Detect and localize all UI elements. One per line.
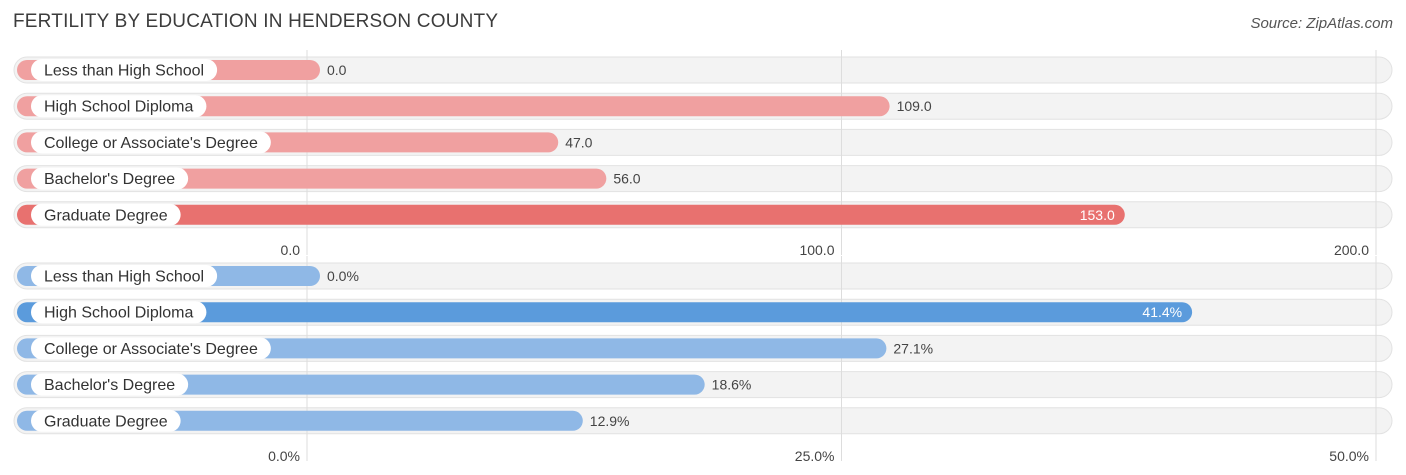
category-pill [31,301,207,324]
value-label: 0.0% [327,268,359,284]
bar [17,204,1125,225]
value-label: 18.6% [712,377,752,393]
category-label: Less than High School [44,63,204,80]
axis-tick-label: 0.0 [281,242,301,258]
category-label: Graduate Degree [44,413,168,430]
chart-title: FERTILITY BY EDUCATION IN HENDERSON COUN… [13,11,499,32]
category-label: Graduate Degree [44,207,168,224]
value-label: 47.0 [565,134,592,150]
axis-tick-label: 50.0% [1329,448,1369,464]
bar [17,302,1193,323]
axis-tick-label: 200.0 [1334,242,1369,258]
bar [17,374,705,395]
axis-tick-label: 25.0% [795,448,835,464]
row-track [13,56,1393,84]
category-pill [31,131,271,154]
category-pill [31,337,271,360]
category-pill [31,373,189,396]
category-pill [31,167,189,190]
value-label: 0.0 [327,62,347,78]
category-label: College or Associate's Degree [44,135,258,152]
source-credit: Source: ZipAtlas.com [1250,15,1393,32]
category-label: High School Diploma [44,305,194,322]
chart-panel-1: Less than High School 0.0 High School Dipl… [13,50,1393,258]
value-label: 12.9% [590,413,630,429]
axis-tick-label: 100.0 [799,242,834,258]
value-label: 27.1% [893,340,933,356]
category-label: Less than High School [44,269,204,286]
value-label: 109.0 [897,98,932,114]
category-label: High School Diploma [44,99,194,116]
value-label: 153.0 [1080,207,1115,223]
category-label: Bachelor's Degree [44,377,175,394]
category-label: Bachelor's Degree [44,171,175,188]
chart-panel-2: Less than High School 0.0% High School Dip… [13,256,1393,464]
axis-tick-label: 0.0% [268,448,300,464]
category-pill [31,409,181,432]
value-label: 56.0 [613,171,640,187]
bar [17,96,890,117]
category-pill [31,265,218,287]
category-label: College or Associate's Degree [44,341,258,358]
row-track [13,262,1393,290]
category-pill [31,203,181,226]
value-label: 41.4% [1142,304,1182,320]
category-pill [31,95,207,118]
category-pill [31,59,218,81]
